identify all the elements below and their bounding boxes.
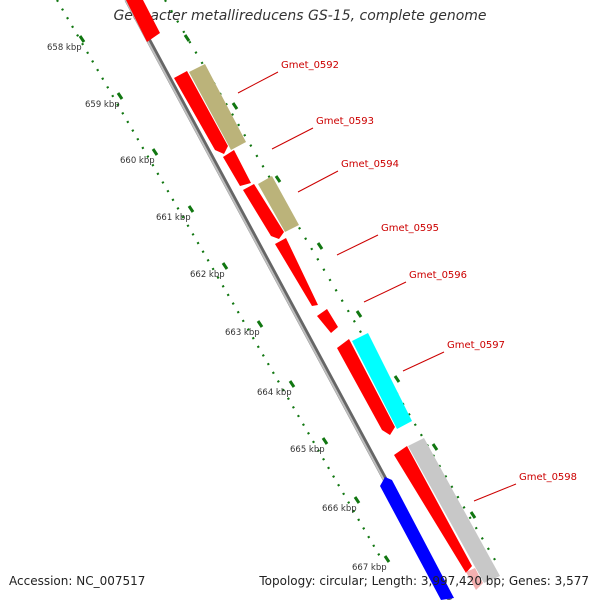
feature-cyan: [352, 333, 412, 429]
outer-tick-mark: [355, 310, 363, 318]
tick-mark: [288, 380, 296, 388]
outer-tick-mark: [393, 375, 401, 383]
gene-label: Gmet_0598: [519, 472, 577, 483]
genome-summary: Topology: circular; Length: 3,997,420 bp…: [259, 574, 589, 588]
outer-tick-mark: [231, 102, 239, 110]
tick-label: 658 kbp: [47, 43, 82, 53]
tick-mark: [383, 555, 391, 563]
tick-label: 664 kbp: [257, 388, 292, 398]
tick-mark: [321, 437, 329, 445]
cds-gene-7: [337, 339, 395, 435]
gene-leader-line: [271, 127, 314, 150]
tick-label: 662 kbp: [190, 270, 225, 280]
tick-label: 666 kbp: [322, 504, 357, 514]
map-title: Geobacter metallireducens GS-15, complet…: [113, 8, 487, 24]
gene-leader-line: [363, 281, 407, 303]
cds-gene-3: [223, 150, 251, 186]
cds-gene-2: [174, 71, 228, 154]
cds-gene-1: [126, 0, 160, 42]
gene-label: Gmet_0597: [447, 340, 505, 351]
tick-label: 659 kbp: [85, 100, 120, 110]
feature-pink: [466, 568, 483, 590]
tick-label: 661 kbp: [156, 213, 191, 223]
gene-labels: Gmet_0592 Gmet_0593 Gmet_0594 Gmet_0595 Gmet…: [237, 60, 577, 502]
accession-text: Accession: NC_007517: [9, 574, 146, 588]
tick-mark: [151, 148, 159, 156]
feature-blue: [380, 477, 454, 600]
tick-label: 667 kbp: [352, 563, 387, 573]
tick-mark: [353, 496, 361, 504]
cds-gene-8: [394, 446, 472, 573]
feature-olive-1: [189, 64, 246, 150]
cds-features: [126, 0, 472, 573]
tick-label: 660 kbp: [120, 156, 155, 166]
gene-label: Gmet_0596: [409, 270, 467, 281]
tick-mark: [221, 262, 229, 270]
outer-tick-mark: [316, 242, 324, 250]
gene-leader-line: [297, 170, 339, 193]
tick-mark: [256, 320, 264, 328]
tick-label: 663 kbp: [225, 328, 260, 338]
gene-leader-line: [336, 234, 379, 256]
outer-tick-mark: [469, 511, 477, 519]
tick-mark: [116, 92, 124, 100]
outer-tick-mark: [183, 34, 191, 42]
feature-olive-2: [258, 176, 299, 232]
outer-tick-mark: [274, 175, 282, 183]
gene-label: Gmet_0592: [281, 60, 339, 71]
cds-gene-4: [243, 184, 284, 239]
gene-leader-line: [402, 351, 445, 372]
tick-label: 665 kbp: [290, 445, 325, 455]
scale-ticks: 658 kbp 659 kbp 660 kbp 661 kbp 662 kbp 663 k…: [47, 34, 477, 573]
tick-mark: [78, 35, 86, 43]
gene-leader-line: [473, 483, 517, 502]
gene-leader-line: [237, 71, 279, 94]
forward-strand-features: [189, 64, 500, 590]
tick-mark: [187, 205, 195, 213]
cds-gene-5: [275, 238, 318, 306]
feature-grey: [408, 438, 500, 583]
gene-label: Gmet_0595: [381, 223, 439, 234]
gene-label: Gmet_0593: [316, 116, 374, 127]
reverse-strand-features: [380, 477, 454, 600]
ruler-dotted-line: [56, 0, 383, 561]
outer-tick-mark: [431, 443, 439, 451]
gene-label: Gmet_0594: [341, 159, 399, 170]
cds-gene-6: [317, 309, 338, 333]
